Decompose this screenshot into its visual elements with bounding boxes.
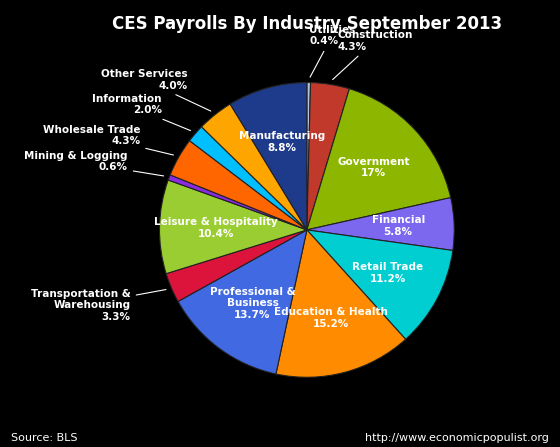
Text: http://www.economicpopulist.org: http://www.economicpopulist.org (365, 433, 549, 443)
Text: Government
17%: Government 17% (338, 157, 410, 178)
Text: Financial
5.8%: Financial 5.8% (371, 215, 425, 237)
Wedge shape (202, 104, 307, 230)
Text: Leisure & Hospitality
10.4%: Leisure & Hospitality 10.4% (153, 217, 277, 239)
Wedge shape (189, 127, 307, 230)
Wedge shape (160, 180, 307, 274)
Wedge shape (307, 198, 454, 250)
Wedge shape (307, 230, 453, 339)
Wedge shape (276, 230, 405, 377)
Wedge shape (307, 89, 451, 230)
Text: Construction
4.3%: Construction 4.3% (333, 30, 413, 80)
Wedge shape (307, 83, 349, 230)
Wedge shape (178, 230, 307, 374)
Wedge shape (307, 83, 311, 230)
Wedge shape (170, 141, 307, 230)
Text: Information
2.0%: Information 2.0% (92, 94, 190, 131)
Text: Education & Health
15.2%: Education & Health 15.2% (273, 308, 388, 329)
Text: Manufacturing
8.8%: Manufacturing 8.8% (239, 131, 325, 153)
Text: Mining & Logging
0.6%: Mining & Logging 0.6% (24, 151, 164, 176)
Text: Professional &
Business
13.7%: Professional & Business 13.7% (209, 287, 295, 320)
Title: CES Payrolls By Industry September 2013: CES Payrolls By Industry September 2013 (112, 15, 502, 33)
Text: Wholesale Trade
4.3%: Wholesale Trade 4.3% (43, 125, 174, 155)
Text: Source: BLS: Source: BLS (11, 433, 78, 443)
Wedge shape (168, 175, 307, 230)
Text: Transportation &
Warehousing
3.3%: Transportation & Warehousing 3.3% (31, 289, 166, 322)
Text: Other Services
4.0%: Other Services 4.0% (101, 69, 211, 111)
Wedge shape (230, 83, 307, 230)
Text: Retail Trade
11.2%: Retail Trade 11.2% (352, 262, 423, 283)
Text: Utilities
0.4%: Utilities 0.4% (309, 25, 356, 77)
Wedge shape (166, 230, 307, 301)
